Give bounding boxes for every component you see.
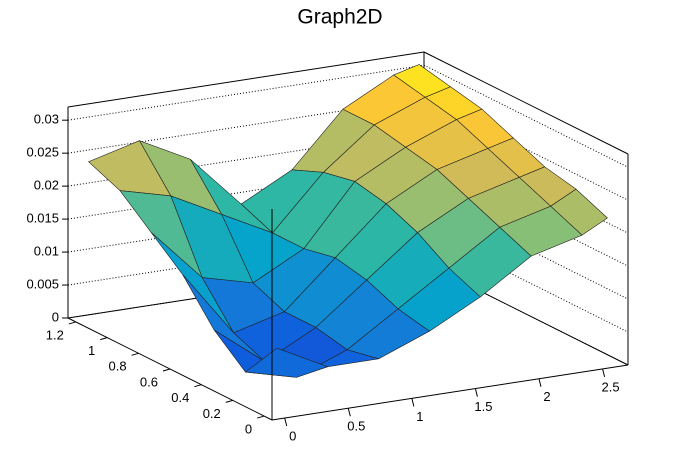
x-tick (284, 417, 288, 427)
z-tick-label: 0 (52, 309, 59, 324)
x-axis (271, 364, 629, 421)
y-tick (131, 352, 139, 356)
surface-cell (244, 347, 329, 378)
chart-title: Graph2D (297, 6, 382, 29)
z-tick-label: 0.02 (34, 178, 59, 193)
y-tick (194, 384, 202, 388)
z-tick-label: 0.005 (26, 276, 59, 291)
z-tick-label: 0.03 (34, 112, 59, 127)
y-tick-label: 1.2 (46, 327, 64, 342)
x-tick-label: 1.5 (474, 399, 492, 414)
x-tick (602, 368, 606, 378)
frame (67, 51, 425, 108)
grid-line (423, 97, 629, 201)
y-tick-label: 0.6 (140, 374, 158, 389)
y-tick (162, 368, 171, 372)
grid-line (423, 262, 629, 366)
frame (423, 51, 629, 155)
x-tick-label: 2 (543, 389, 550, 404)
x-tick-label: 2.5 (602, 379, 620, 394)
x-tick (347, 408, 351, 417)
x-tick-label: 0.5 (347, 419, 365, 434)
y-tick-label: 1 (88, 343, 95, 358)
grid-line (423, 229, 629, 333)
x-tick-label: 1 (416, 409, 423, 424)
x-tick (538, 378, 542, 387)
y-tick (68, 321, 76, 325)
x-tick (411, 398, 415, 407)
y-tick-label: 0.4 (171, 390, 189, 405)
y-tick (257, 415, 265, 419)
y-tick (100, 337, 108, 341)
y-tick-label: 0.8 (109, 359, 127, 374)
grid-line (423, 64, 629, 168)
x-tick (474, 388, 478, 397)
z-tick-label: 0.025 (26, 145, 59, 160)
x-tick-label: 0 (289, 428, 296, 443)
z-tick-label: 0.01 (34, 244, 59, 259)
y-tick (225, 399, 233, 403)
y-tick-label: 0.2 (203, 406, 221, 421)
z-tick-label: 0.015 (26, 211, 59, 226)
grid-line (67, 64, 425, 121)
y-tick-label: 0 (245, 422, 252, 437)
